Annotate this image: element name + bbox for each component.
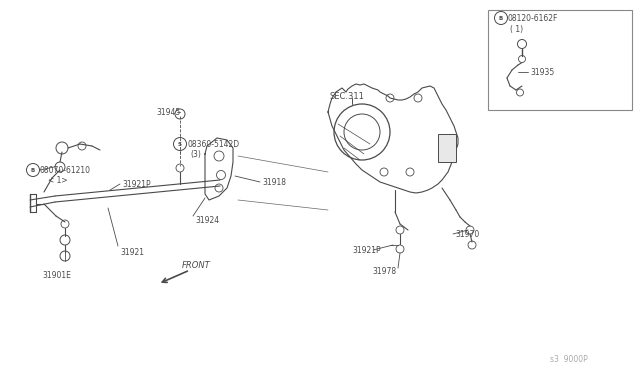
Text: 08360-5142D: 08360-5142D bbox=[187, 140, 239, 148]
Text: 31921P: 31921P bbox=[122, 180, 150, 189]
Text: 31918: 31918 bbox=[262, 177, 286, 186]
Text: 31921P: 31921P bbox=[352, 246, 381, 254]
Text: 31945: 31945 bbox=[156, 108, 180, 116]
Bar bbox=[438, 134, 456, 162]
Text: B: B bbox=[31, 167, 35, 173]
Text: 08120-6162F: 08120-6162F bbox=[508, 13, 558, 22]
Text: ( 1): ( 1) bbox=[510, 25, 523, 33]
Text: 31901E: 31901E bbox=[42, 270, 71, 279]
Text: s3  9000P: s3 9000P bbox=[550, 356, 588, 365]
Text: 08070-61210: 08070-61210 bbox=[40, 166, 91, 174]
Text: 31970: 31970 bbox=[455, 230, 479, 238]
Text: B: B bbox=[499, 16, 503, 20]
Text: FRONT: FRONT bbox=[182, 262, 211, 270]
Text: SEC.311: SEC.311 bbox=[330, 92, 365, 100]
Text: 31935: 31935 bbox=[530, 67, 554, 77]
Text: 31921: 31921 bbox=[120, 247, 144, 257]
Text: 31978: 31978 bbox=[372, 267, 396, 276]
Bar bbox=[488, 10, 632, 110]
Text: 31924: 31924 bbox=[195, 215, 219, 224]
Text: (3): (3) bbox=[190, 150, 201, 158]
Text: < 1>: < 1> bbox=[48, 176, 68, 185]
Text: S: S bbox=[178, 141, 182, 147]
